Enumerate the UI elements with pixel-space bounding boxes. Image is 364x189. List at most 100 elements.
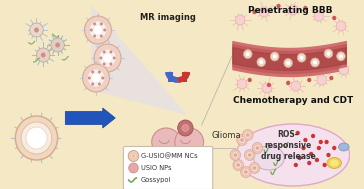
- FancyBboxPatch shape: [182, 72, 187, 82]
- Circle shape: [246, 133, 250, 137]
- Circle shape: [339, 54, 343, 59]
- Circle shape: [248, 78, 252, 82]
- Circle shape: [230, 149, 241, 160]
- Circle shape: [235, 161, 242, 169]
- Circle shape: [51, 38, 64, 52]
- Circle shape: [181, 127, 184, 129]
- Circle shape: [270, 52, 279, 61]
- Circle shape: [83, 64, 110, 92]
- Circle shape: [327, 153, 331, 157]
- Circle shape: [237, 135, 247, 146]
- Circle shape: [103, 29, 106, 32]
- Circle shape: [233, 160, 244, 170]
- Circle shape: [332, 16, 336, 20]
- Circle shape: [244, 50, 252, 59]
- Circle shape: [234, 153, 237, 157]
- Circle shape: [252, 143, 263, 153]
- Circle shape: [100, 35, 103, 38]
- Circle shape: [286, 81, 290, 85]
- Circle shape: [245, 52, 250, 57]
- Circle shape: [245, 149, 255, 160]
- Text: Glioma: Glioma: [211, 130, 241, 139]
- Circle shape: [182, 129, 185, 131]
- Circle shape: [337, 52, 345, 61]
- Circle shape: [309, 152, 313, 156]
- Circle shape: [99, 49, 116, 67]
- Circle shape: [100, 22, 103, 26]
- Circle shape: [284, 58, 292, 67]
- Circle shape: [90, 29, 93, 32]
- Circle shape: [240, 138, 244, 142]
- Circle shape: [297, 53, 306, 62]
- Polygon shape: [91, 5, 187, 115]
- Circle shape: [241, 167, 251, 177]
- Circle shape: [251, 164, 258, 171]
- Ellipse shape: [254, 146, 284, 170]
- Circle shape: [235, 15, 245, 25]
- Ellipse shape: [236, 124, 349, 186]
- Text: Gossypol: Gossypol: [140, 177, 171, 183]
- Circle shape: [339, 65, 349, 75]
- Circle shape: [128, 150, 139, 161]
- Circle shape: [299, 55, 304, 60]
- Circle shape: [267, 83, 271, 87]
- Circle shape: [297, 156, 302, 160]
- Circle shape: [276, 4, 281, 8]
- Circle shape: [30, 23, 43, 37]
- Ellipse shape: [175, 128, 203, 156]
- Circle shape: [313, 60, 317, 65]
- Text: MR imaging: MR imaging: [140, 13, 196, 22]
- Circle shape: [26, 127, 47, 149]
- Circle shape: [317, 146, 321, 150]
- Circle shape: [101, 77, 104, 80]
- Circle shape: [303, 6, 308, 10]
- Circle shape: [239, 136, 245, 143]
- FancyArrow shape: [65, 108, 115, 128]
- Circle shape: [110, 63, 112, 66]
- Circle shape: [242, 129, 253, 140]
- Circle shape: [244, 170, 248, 174]
- Circle shape: [93, 22, 96, 26]
- Circle shape: [317, 75, 327, 85]
- Circle shape: [93, 35, 96, 38]
- Circle shape: [254, 145, 261, 152]
- Circle shape: [84, 16, 111, 44]
- Circle shape: [286, 60, 290, 66]
- Circle shape: [232, 152, 239, 159]
- Circle shape: [307, 78, 311, 82]
- Circle shape: [288, 5, 298, 15]
- Ellipse shape: [330, 160, 339, 167]
- Circle shape: [103, 50, 106, 53]
- Circle shape: [34, 28, 39, 33]
- Circle shape: [329, 76, 333, 80]
- Circle shape: [324, 49, 333, 58]
- Circle shape: [314, 11, 324, 21]
- Circle shape: [257, 58, 266, 67]
- FancyBboxPatch shape: [168, 72, 173, 82]
- Circle shape: [55, 43, 60, 47]
- Circle shape: [94, 44, 121, 72]
- Circle shape: [15, 116, 58, 160]
- Circle shape: [256, 146, 259, 150]
- Circle shape: [242, 169, 249, 176]
- Circle shape: [186, 125, 189, 127]
- Text: Penetrating BBB: Penetrating BBB: [248, 6, 332, 15]
- Circle shape: [184, 127, 187, 129]
- Circle shape: [184, 130, 187, 132]
- Circle shape: [248, 153, 252, 157]
- Circle shape: [41, 53, 46, 57]
- Text: ROS-
responsive
drug release: ROS- responsive drug release: [261, 130, 316, 161]
- Circle shape: [91, 73, 101, 83]
- Circle shape: [259, 7, 269, 17]
- Circle shape: [178, 120, 193, 136]
- Circle shape: [132, 154, 135, 157]
- Ellipse shape: [339, 143, 349, 151]
- Circle shape: [89, 21, 107, 39]
- Ellipse shape: [152, 128, 181, 156]
- Circle shape: [336, 21, 346, 31]
- Circle shape: [249, 163, 260, 174]
- Circle shape: [272, 54, 277, 59]
- Circle shape: [103, 63, 106, 66]
- Circle shape: [252, 10, 257, 14]
- Circle shape: [103, 53, 112, 63]
